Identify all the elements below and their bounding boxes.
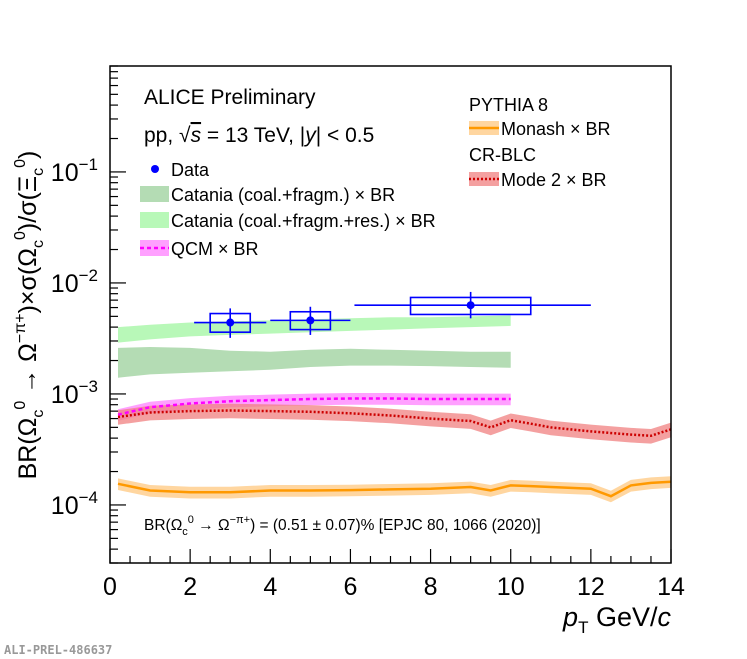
legend-item: Mode 2 × BR (469, 170, 607, 190)
x-axis-var: p (562, 602, 578, 632)
x-tick-label: 0 (103, 573, 117, 601)
y-axis-text: )×σ(Ω (14, 248, 42, 313)
y-tick-exp: −2 (79, 266, 98, 285)
model-bands (118, 315, 671, 503)
x-tick-label: 14 (657, 573, 685, 601)
legend-label: Data (171, 160, 210, 180)
y-axis-script: c (30, 410, 47, 418)
data-point (270, 306, 351, 335)
x-tick-label: 8 (424, 573, 438, 601)
data-marker (306, 316, 315, 325)
data-marker (466, 301, 475, 310)
system-post: | < 0.5 (316, 124, 375, 147)
legend-band (140, 186, 169, 202)
crblc-label: CR-BLC (469, 145, 536, 165)
br-text: ) = (0.51 ± 0.07)% [EPJC 80, 1066 (2020)… (250, 517, 541, 534)
annotations: ALICE Preliminary pp, √s = 13 TeV, |y| < … (4, 86, 548, 657)
data-points (194, 291, 591, 338)
x-axis-unit-var: c (658, 602, 672, 632)
x-tick-label: 6 (343, 573, 357, 601)
br-script: −π (230, 514, 244, 526)
legend-item: QCM × BR (140, 239, 259, 259)
x-axis-unit: GeV/ (588, 602, 658, 632)
y-axis-script: c (30, 168, 47, 176)
data-point (194, 308, 267, 338)
legend-label: Monash × BR (501, 119, 611, 139)
y-tick-base: 10 (51, 270, 79, 298)
legend-label: Catania (coal.+fragm.+res.) × BR (171, 211, 436, 231)
legend-label: Catania (coal.+fragm.) × BR (171, 185, 395, 205)
y-axis-text: )/σ(Ξ (14, 176, 42, 231)
data-marker (226, 318, 235, 327)
rapidity-var: y (303, 124, 317, 147)
crblc-mode2-line (117, 409, 672, 438)
legend-label: QCM × BR (171, 239, 259, 259)
x-tick-label: 12 (577, 573, 605, 601)
y-tick-exp: −1 (79, 155, 98, 174)
legend-label: Mode 2 × BR (501, 170, 607, 190)
y-tick-exp: −3 (79, 377, 98, 396)
br-script: + (244, 514, 250, 526)
br-text: → Ω (194, 517, 230, 534)
pythia-label: PYTHIA 8 (469, 95, 548, 115)
model-lines (117, 397, 672, 498)
branching-ratio-note: BR(Ωc0 → Ω−π+) = (0.51 ± 0.07)% [EPJC 80… (144, 514, 541, 538)
legend-item: Catania (coal.+fragm.) × BR (140, 185, 395, 205)
y-axis-script: 0 (12, 231, 29, 240)
system-pre: pp, (144, 124, 179, 147)
x-tick-label: 2 (183, 573, 197, 601)
y-axis-text: BR(Ω (14, 418, 42, 480)
br-script: 0 (188, 514, 194, 526)
y-tick-label: 10−3 (51, 377, 98, 409)
legend: Data Catania (coal.+fragm.) × BR Catania (… (140, 119, 611, 259)
qcm-line (117, 397, 511, 416)
x-axis-sub: T (578, 618, 588, 637)
y-axis-text: → Ω (14, 343, 42, 401)
y-axis-label: BR(Ωc0 → Ω−π+)×σ(Ωc0)/σ(Ξc0) (12, 151, 47, 480)
legend-marker (151, 165, 159, 173)
y-tick-base: 10 (51, 492, 79, 520)
x-tick-label: 4 (263, 573, 277, 601)
crblc-mode2-band (118, 403, 671, 444)
y-axis-script: 0 (12, 401, 29, 410)
x-tick-label: 10 (497, 573, 525, 601)
x-axis-label: pT GeV/c (562, 602, 671, 637)
y-axis-script: 0 (12, 159, 29, 168)
system-mid: = 13 TeV, | (201, 124, 305, 147)
y-axis-script: −π (12, 323, 29, 343)
watermark: ALI-PREL-486637 (4, 643, 112, 657)
y-tick-label: 10−4 (51, 488, 98, 520)
y-axis-script: c (30, 240, 47, 248)
br-script: c (182, 526, 188, 538)
chart-title: ALICE Preliminary (144, 86, 316, 109)
y-tick-base: 10 (51, 381, 79, 409)
legend-item: Data (151, 160, 210, 180)
sqrt-sign: √ (179, 124, 191, 147)
sqrt-s: s (191, 124, 202, 147)
data-point (354, 291, 591, 319)
y-axis-text: ) (14, 151, 42, 159)
legend-band (140, 212, 169, 228)
legend-item: Catania (coal.+fragm.+res.) × BR (140, 211, 436, 231)
y-tick-label: 10−1 (51, 155, 98, 187)
y-tick-exp: −4 (79, 488, 98, 507)
catania-band (118, 347, 511, 378)
y-axis-script: + (12, 313, 29, 322)
y-tick-base: 10 (51, 159, 79, 187)
y-tick-label: 10−2 (51, 266, 98, 298)
legend-item: Monash × BR (469, 119, 611, 139)
br-text: BR(Ω (144, 517, 182, 534)
collision-system: pp, √s = 13 TeV, |y| < 0.5 (144, 124, 374, 147)
legend-band (469, 172, 499, 186)
monash-line (117, 480, 672, 498)
